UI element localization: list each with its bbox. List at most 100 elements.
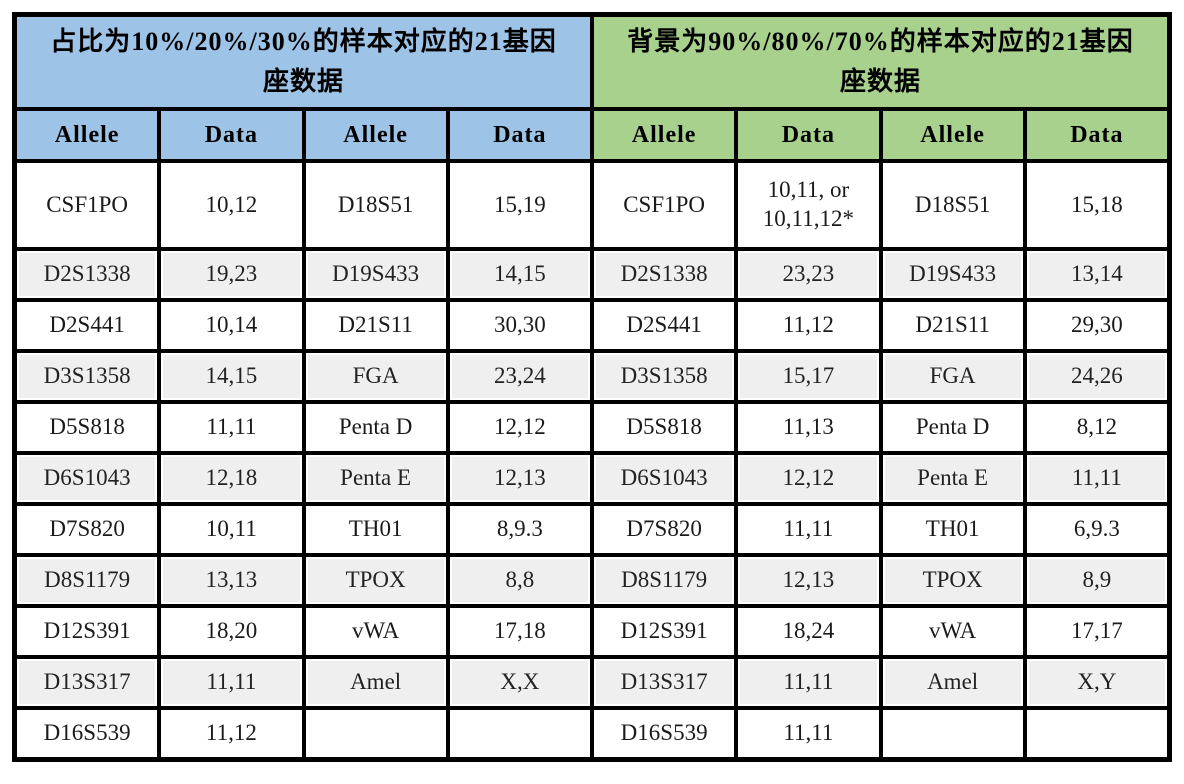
data-cell: X,Y (1026, 659, 1167, 706)
data-cell: 12,13 (738, 557, 879, 604)
data-cell: 10,14 (161, 302, 302, 349)
data-cell: 12,18 (161, 455, 302, 502)
str-genotype-table: 占比为10%/20%/30%的样本对应的21基因座数据 背景为90%/80%/7… (12, 12, 1172, 762)
allele-cell: D2S441 (17, 302, 158, 349)
allele-cell: D16S539 (594, 710, 735, 757)
data-cell: 13,14 (1026, 251, 1167, 298)
left-column-header-allele-2: Allele (305, 111, 446, 159)
allele-cell: D12S391 (594, 608, 735, 655)
allele-cell: FGA (305, 353, 446, 400)
data-cell: 23,23 (738, 251, 879, 298)
allele-cell: Penta E (882, 455, 1023, 502)
allele-cell: D13S317 (594, 659, 735, 706)
data-cell: 10,12 (161, 163, 302, 247)
allele-cell: vWA (882, 608, 1023, 655)
allele-cell: Penta E (305, 455, 446, 502)
data-cell: 11,12 (738, 302, 879, 349)
data-cell: 17,17 (1026, 608, 1167, 655)
data-cell: 8,9 (1026, 557, 1167, 604)
allele-cell: D18S51 (882, 163, 1023, 247)
data-cell: 6,9.3 (1026, 506, 1167, 553)
allele-cell (882, 710, 1023, 757)
data-cell: 11,11 (738, 659, 879, 706)
data-cell: 11,11 (161, 659, 302, 706)
data-cell (449, 710, 590, 757)
left-table-title: 占比为10%/20%/30%的样本对应的21基因座数据 (17, 17, 590, 107)
allele-cell: FGA (882, 353, 1023, 400)
allele-cell: D2S1338 (594, 251, 735, 298)
data-cell: 10,11 (161, 506, 302, 553)
allele-cell: D19S433 (882, 251, 1023, 298)
data-cell: 8,9.3 (449, 506, 590, 553)
allele-cell: D8S1179 (17, 557, 158, 604)
data-cell: 11,12 (161, 710, 302, 757)
data-cell: 30,30 (449, 302, 590, 349)
data-cell: 11,11 (738, 506, 879, 553)
data-cell: 29,30 (1026, 302, 1167, 349)
allele-cell: TH01 (882, 506, 1023, 553)
data-cell: 12,12 (449, 404, 590, 451)
right-column-header-data-1: Data (738, 111, 879, 159)
allele-cell: D18S51 (305, 163, 446, 247)
data-cell: 15,17 (738, 353, 879, 400)
allele-cell: D8S1179 (594, 557, 735, 604)
left-column-header-data-2: Data (449, 111, 590, 159)
allele-cell: D19S433 (305, 251, 446, 298)
data-cell: 18,24 (738, 608, 879, 655)
data-cell: 14,15 (161, 353, 302, 400)
data-cell: 11,11 (161, 404, 302, 451)
data-cell: 19,23 (161, 251, 302, 298)
allele-cell: Amel (305, 659, 446, 706)
allele-cell: TPOX (882, 557, 1023, 604)
allele-cell: D16S539 (17, 710, 158, 757)
allele-cell: TH01 (305, 506, 446, 553)
allele-cell: D21S11 (882, 302, 1023, 349)
right-table-title: 背景为90%/80%/70%的样本对应的21基因座数据 (594, 17, 1167, 107)
data-cell: 11,11 (1026, 455, 1167, 502)
allele-cell: D7S820 (594, 506, 735, 553)
data-cell (1026, 710, 1167, 757)
allele-cell: D5S818 (17, 404, 158, 451)
data-cell: 18,20 (161, 608, 302, 655)
allele-cell: Amel (882, 659, 1023, 706)
allele-cell: Penta D (305, 404, 446, 451)
right-column-header-data-2: Data (1026, 111, 1167, 159)
right-column-header-allele-1: Allele (594, 111, 735, 159)
data-cell: 10,11, or 10,11,12* (738, 163, 879, 247)
allele-cell: Penta D (882, 404, 1023, 451)
right-column-header-allele-2: Allele (882, 111, 1023, 159)
data-cell: 24,26 (1026, 353, 1167, 400)
data-cell: 12,12 (738, 455, 879, 502)
allele-cell: D7S820 (17, 506, 158, 553)
allele-cell: D6S1043 (594, 455, 735, 502)
left-column-header-data-1: Data (161, 111, 302, 159)
allele-cell: D2S441 (594, 302, 735, 349)
allele-cell: D6S1043 (17, 455, 158, 502)
allele-cell: D2S1338 (17, 251, 158, 298)
data-cell: 11,13 (738, 404, 879, 451)
allele-cell: D12S391 (17, 608, 158, 655)
data-cell: 14,15 (449, 251, 590, 298)
allele-cell: CSF1PO (594, 163, 735, 247)
allele-cell: D3S1358 (594, 353, 735, 400)
left-column-header-allele-1: Allele (17, 111, 158, 159)
allele-cell: D13S317 (17, 659, 158, 706)
data-cell: X,X (449, 659, 590, 706)
data-cell: 12,13 (449, 455, 590, 502)
data-cell: 15,18 (1026, 163, 1167, 247)
data-cell: 13,13 (161, 557, 302, 604)
allele-cell: CSF1PO (17, 163, 158, 247)
data-cell: 17,18 (449, 608, 590, 655)
allele-cell: D21S11 (305, 302, 446, 349)
allele-cell: TPOX (305, 557, 446, 604)
allele-cell (305, 710, 446, 757)
allele-cell: D5S818 (594, 404, 735, 451)
data-cell: 23,24 (449, 353, 590, 400)
data-cell: 8,8 (449, 557, 590, 604)
data-cell: 8,12 (1026, 404, 1167, 451)
data-cell: 11,11 (738, 710, 879, 757)
data-cell: 15,19 (449, 163, 590, 247)
allele-cell: vWA (305, 608, 446, 655)
allele-cell: D3S1358 (17, 353, 158, 400)
